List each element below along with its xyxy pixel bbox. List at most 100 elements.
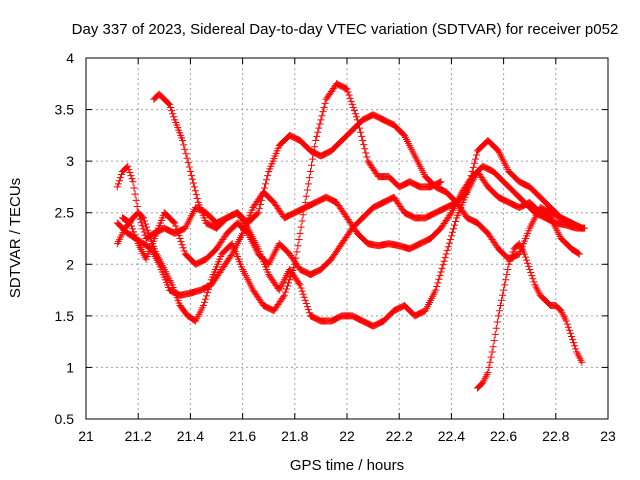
data-point [435,275,443,283]
data-point [469,163,477,171]
x-tick-label: 23 [600,428,616,444]
data-point [206,279,214,287]
data-point [304,180,312,188]
data-point [187,171,195,179]
data-point [133,237,141,245]
data-point [507,254,515,262]
y-axis-label: SDTVAR / TECUs [7,178,24,298]
data-point [445,239,453,247]
data-point [505,260,513,268]
series-satellite-3 [150,90,586,263]
data-point [436,272,444,280]
data-point [130,184,138,192]
data-point [317,116,325,124]
data-point [258,192,266,200]
data-point [305,174,313,182]
series-satellite-1 [113,162,589,299]
data-point [287,273,295,281]
data-point [279,293,287,301]
data-point [498,296,506,304]
data-point [133,203,141,211]
data-point [170,113,178,121]
data-point [171,219,179,227]
data-point [493,318,501,326]
data-point [143,223,151,231]
data-point [176,235,184,242]
data-point [567,332,575,340]
data-point [280,291,288,299]
data-point [569,336,577,344]
data-point [129,178,137,186]
data-point [437,268,445,276]
data-point [501,281,509,289]
data-point [131,231,139,239]
data-point [350,107,358,115]
data-point [499,291,507,299]
data-point [186,167,194,175]
data-point [444,243,452,251]
data-point [255,205,263,213]
data-point [181,145,189,153]
data-point [565,326,573,334]
data-point [129,225,137,233]
data-point [113,183,121,191]
data-point [193,195,201,203]
data-point [433,282,441,290]
data-point [359,137,367,145]
data-point [488,348,496,356]
y-tick-label: 1.5 [55,308,75,324]
y-tick-label: 2 [66,256,74,272]
data-point [191,187,199,195]
data-point [575,250,583,258]
data-point [125,218,133,226]
data-point [299,211,307,219]
data-point [311,143,319,151]
data-point [301,198,309,206]
data-point [294,242,302,250]
data-point [299,290,307,298]
data-point [528,272,536,280]
data-point [178,241,186,249]
data-point [448,228,456,236]
data-point [126,168,134,176]
data-point [352,113,360,121]
data-point [298,287,306,295]
data-point [570,339,578,347]
data-point [124,162,132,170]
series-satellite-5 [119,137,586,279]
data-point [127,172,135,180]
data-point [182,150,190,158]
data-point [351,110,359,118]
x-tick-label: 21.6 [229,428,256,444]
data-point [300,293,308,301]
data-point [315,124,323,132]
data-point [199,302,207,310]
data-point [296,229,304,237]
data-point [286,276,294,284]
data-point [137,218,145,226]
data-point [179,137,187,145]
data-point [140,228,148,236]
x-tick-label: 21.4 [177,428,204,444]
data-point [257,196,265,204]
data-point [203,289,211,297]
x-tick-labels: 21 21.2 21.4 21.6 21.8 22 22.2 22.4 22.6 22.8 23 [78,428,616,444]
data-point [491,330,499,338]
data-point [347,97,355,105]
data-point [168,107,176,115]
data-point [363,153,371,161]
x-tick-label: 22.2 [386,428,413,444]
data-point [442,250,450,258]
data-point [495,307,503,315]
data-point [312,137,320,145]
data-point [484,369,492,377]
data-point [316,120,324,128]
data-point [259,188,267,196]
data-point [439,261,447,269]
data-point [188,175,196,183]
data-point [139,225,147,233]
data-point [305,309,313,317]
data-point [302,299,310,307]
data-point [303,186,311,194]
